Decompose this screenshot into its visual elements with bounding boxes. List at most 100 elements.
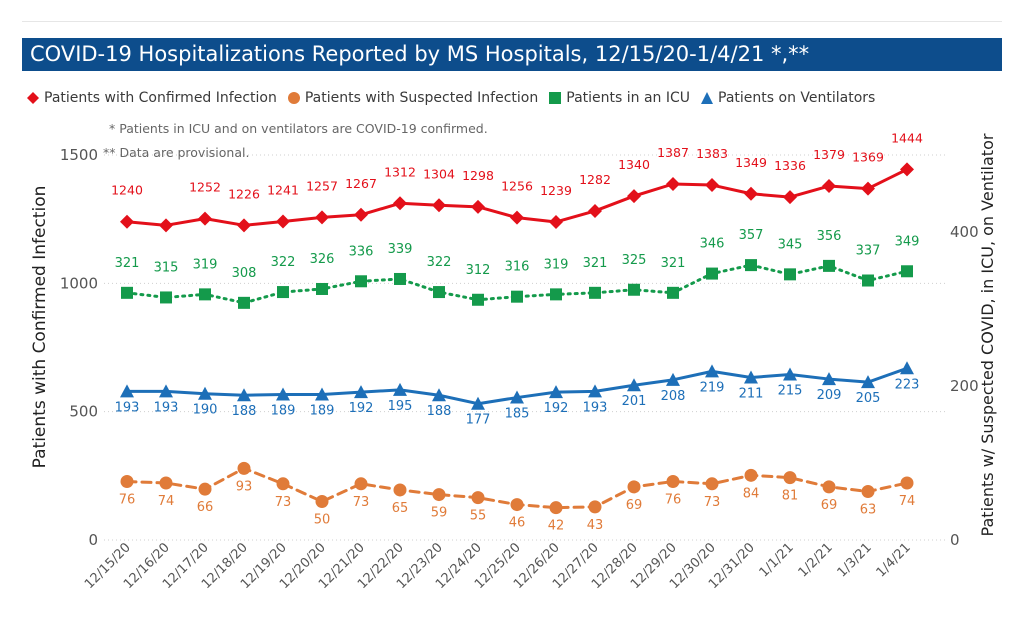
data-point-diamond <box>393 196 407 211</box>
data-label: 74 <box>899 494 916 509</box>
data-label: 219 <box>700 380 725 395</box>
data-point-circle <box>783 471 797 485</box>
data-point-square <box>823 259 835 272</box>
data-label: 346 <box>700 237 725 252</box>
data-label: 1336 <box>774 158 806 173</box>
data-point-triangle <box>627 378 641 392</box>
data-point-square <box>472 293 484 306</box>
legend-item-ventilators: Patients on Ventilators <box>700 90 875 106</box>
data-point-diamond <box>237 218 251 233</box>
data-point-triangle <box>900 361 914 375</box>
data-label: 1379 <box>813 147 845 162</box>
data-label: 55 <box>470 509 487 524</box>
legend: Patients with Confirmed Infection Patien… <box>26 86 885 110</box>
legend-item-suspected: Patients with Suspected Infection <box>287 90 538 106</box>
data-label: 308 <box>232 266 257 281</box>
data-point-triangle <box>510 390 524 404</box>
data-label: 315 <box>154 260 179 275</box>
data-label: 209 <box>817 388 842 403</box>
data-point-diamond <box>432 198 446 213</box>
data-label: 76 <box>665 492 682 507</box>
data-point-square <box>667 286 679 299</box>
chart-title: COVID-19 Hospitalizations Reported by MS… <box>22 38 1002 71</box>
data-point-triangle <box>198 386 212 400</box>
data-point-triangle <box>432 388 446 402</box>
data-label: 208 <box>661 389 686 404</box>
data-point-triangle <box>276 387 290 401</box>
data-point-diamond <box>315 210 329 225</box>
data-label: 1312 <box>384 164 416 179</box>
data-point-circle <box>861 484 875 498</box>
data-point-circle <box>354 477 368 491</box>
data-point-circle <box>432 488 446 502</box>
data-label: 1226 <box>228 186 260 201</box>
data-point-diamond <box>354 207 368 222</box>
data-point-circle <box>276 477 290 491</box>
data-label: 69 <box>821 498 838 513</box>
data-point-triangle <box>549 385 563 399</box>
footnote-provisional: ** Data are provisional. <box>103 145 250 160</box>
data-label: 42 <box>548 519 565 534</box>
y-tick-label: 1000 <box>60 274 98 292</box>
data-label: 73 <box>704 495 721 510</box>
y-tick-label: 1500 <box>60 146 98 164</box>
data-label: 356 <box>817 229 842 244</box>
data-point-diamond <box>744 186 758 201</box>
data-point-triangle <box>315 387 329 401</box>
legend-item-confirmed: Patients with Confirmed Infection <box>26 90 277 106</box>
data-point-square <box>511 290 523 303</box>
data-point-diamond <box>276 214 290 229</box>
data-point-triangle <box>354 385 368 399</box>
data-label: 50 <box>314 513 331 528</box>
data-point-square <box>199 288 211 301</box>
data-point-square <box>589 286 601 299</box>
data-label: 190 <box>193 403 218 418</box>
data-label: 59 <box>431 506 448 521</box>
data-point-diamond <box>120 214 134 229</box>
data-point-diamond <box>588 203 602 218</box>
data-label: 1240 <box>111 183 143 198</box>
data-point-circle <box>393 483 407 497</box>
data-point-diamond <box>471 199 485 214</box>
data-label: 46 <box>509 516 526 531</box>
data-label: 192 <box>349 401 374 416</box>
data-label: 316 <box>505 260 530 275</box>
data-point-triangle <box>744 370 758 384</box>
data-point-diamond <box>783 190 797 205</box>
data-point-diamond <box>510 210 524 225</box>
data-point-triangle <box>705 364 719 378</box>
data-point-square <box>901 265 913 278</box>
data-label: 193 <box>115 400 140 415</box>
data-label: 1349 <box>735 155 767 170</box>
data-point-diamond <box>705 178 719 193</box>
x-tick-label: 1/2/21 <box>796 540 836 580</box>
data-label: 1241 <box>267 182 299 197</box>
data-point-triangle <box>588 384 602 398</box>
data-label: 349 <box>895 234 920 249</box>
circle-marker-icon <box>287 92 300 104</box>
x-tick-label: 1/1/21 <box>757 540 797 580</box>
data-point-triangle <box>861 375 875 389</box>
data-point-circle <box>588 500 602 514</box>
data-point-circle <box>627 480 641 494</box>
data-point-circle <box>315 495 329 508</box>
data-label: 1239 <box>540 183 572 198</box>
data-label: 1257 <box>306 178 338 193</box>
data-label: 65 <box>392 501 409 516</box>
data-label: 177 <box>466 413 491 428</box>
data-label: 185 <box>505 407 530 422</box>
diamond-marker-icon <box>27 92 39 104</box>
data-label: 1369 <box>852 150 884 165</box>
data-point-circle <box>510 498 524 512</box>
data-label: 1304 <box>423 166 455 181</box>
data-point-circle <box>822 480 836 494</box>
legend-item-icu: Patients in an ICU <box>548 90 690 106</box>
data-label: 205 <box>856 391 881 406</box>
data-label: 322 <box>271 255 296 270</box>
data-label: 321 <box>661 256 686 271</box>
data-point-triangle <box>783 367 797 381</box>
data-point-diamond <box>198 211 212 226</box>
data-point-triangle <box>237 388 251 402</box>
data-point-square <box>550 288 562 301</box>
data-label: 345 <box>778 237 803 252</box>
